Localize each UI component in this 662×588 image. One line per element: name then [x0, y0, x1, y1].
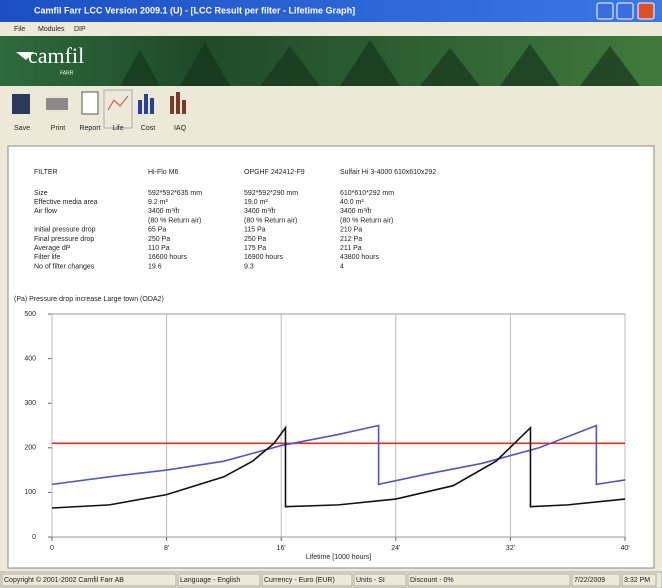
- y-tick-label: 500: [24, 311, 36, 318]
- table-cell: 115 Pa: [244, 227, 266, 234]
- banner-trees: [120, 40, 640, 86]
- x-tick-label: 16': [277, 545, 286, 552]
- x-tick-label: 8': [164, 545, 169, 552]
- table-cell: Effective media area: [34, 199, 98, 206]
- menu-item[interactable]: File: [14, 26, 25, 33]
- table-cell: 19.6: [148, 263, 162, 270]
- menu-item[interactable]: Modules: [38, 26, 65, 33]
- table-cell: 610*610*292 mm: [340, 190, 394, 197]
- status-text: Discount - 0%: [410, 577, 454, 584]
- close-button[interactable]: [637, 2, 655, 20]
- filter-table: FILTER Hi-Flo M6 OPGHF 242412-F9 Sulfair Hi…: [34, 169, 436, 271]
- y-tick-label: 300: [24, 400, 36, 407]
- x-tick-label: 0: [50, 545, 54, 552]
- lifetime-chart: (Pa) Pressure drop increase Large town (…: [14, 296, 630, 561]
- table-cell: 3400 m³/h: [148, 208, 180, 215]
- series-line: [51, 424, 626, 486]
- status-field: [1, 573, 177, 587]
- table-cell: 9.2 m²: [148, 199, 169, 206]
- table-cell: 592*592*635 mm: [148, 190, 202, 197]
- window-title: Camfil Farr LCC Version 2009.1 (U) - [LC…: [34, 5, 355, 15]
- table-cell: Size: [34, 190, 48, 197]
- table-cell: Average dP: [34, 245, 71, 252]
- table-cell: 211 Pa: [340, 245, 362, 252]
- table-cell: Air flow: [34, 208, 58, 215]
- toolbar-button[interactable]: Cost: [141, 125, 155, 132]
- menu-item[interactable]: DIP: [74, 26, 86, 33]
- table-cell: 43800 hours: [340, 254, 379, 261]
- status-field: [621, 573, 657, 587]
- status-text: Copyright © 2001-2002 Camfil Farr AB: [4, 576, 124, 584]
- plot-area: [51, 313, 626, 538]
- minimize-button[interactable]: [596, 2, 614, 20]
- logo-mark: [16, 52, 34, 60]
- series-line: [51, 425, 626, 509]
- y-tick-label: 100: [24, 489, 36, 496]
- status-field: [353, 573, 407, 587]
- active-tool-frame: [103, 89, 133, 129]
- table-cell: 16600 hours: [148, 254, 187, 261]
- table-header: Sulfair Hi 3-4000 610x610x292: [340, 169, 436, 176]
- table-cell: 65 Pa: [148, 227, 166, 234]
- table-header: Hi-Flo M6: [148, 169, 178, 176]
- table-cell: 250 Pa: [244, 236, 266, 243]
- status-text: Language - English: [180, 577, 240, 584]
- maximize-button[interactable]: [616, 2, 634, 20]
- table-cell: (80 % Return air): [244, 217, 297, 224]
- table-cell: 175 Pa: [244, 245, 266, 252]
- table-cell: 19.0 m²: [244, 199, 268, 206]
- status-field: [177, 573, 261, 587]
- table-cell: 9.3: [244, 263, 254, 270]
- table-cell: 210 Pa: [340, 227, 362, 234]
- toolbar-button[interactable]: Save: [14, 125, 30, 132]
- table-cell: Initial pressure drop: [34, 227, 96, 234]
- status-text: 3:32 PM: [624, 577, 650, 584]
- status-field: [407, 573, 571, 587]
- table-cell: Filter life: [34, 254, 61, 261]
- status-bar: [0, 571, 662, 588]
- x-tick-label: 24': [391, 545, 400, 552]
- toolbar-icons: [12, 91, 186, 115]
- banner: [0, 36, 662, 86]
- table-cell: (80 % Return air): [340, 217, 393, 224]
- table-header: FILTER: [34, 169, 58, 176]
- table-header: OPGHF 242412-F9: [244, 169, 305, 176]
- toolbar-button[interactable]: Life: [112, 125, 123, 132]
- toolbar-button[interactable]: Report: [79, 125, 100, 132]
- y-tick-label: 200: [24, 445, 36, 452]
- y-tick-label: 0: [32, 534, 36, 541]
- x-tick-label: 32': [506, 545, 515, 552]
- table-cell: 110 Pa: [148, 245, 170, 252]
- table-cell: No of filter changes: [34, 263, 95, 270]
- table-cell: 16900 hours: [244, 254, 283, 261]
- x-tick-label: 40': [620, 545, 629, 552]
- table-cell: (80 % Return air): [148, 217, 201, 224]
- x-axis-label: Lifetime [1000 hours]: [306, 554, 371, 561]
- status-text: Currency - Euro (EUR): [264, 577, 335, 584]
- table-cell: 592*592*290 mm: [244, 190, 298, 197]
- table-cell: 40.0 m²: [340, 199, 364, 206]
- table-cell: 212 Pa: [340, 236, 362, 243]
- status-text: Units - SI: [356, 577, 385, 584]
- status-text: 7/22/2009: [574, 577, 605, 584]
- title-bar: [0, 0, 662, 22]
- status-field: [261, 573, 353, 587]
- y-tick-label: 400: [24, 355, 36, 362]
- status-field: [571, 573, 621, 587]
- toolbar-button[interactable]: Print: [51, 125, 65, 132]
- table-cell: 3400 m³/h: [244, 208, 276, 215]
- y-axis-label: (Pa) Pressure drop increase Large town (…: [14, 296, 164, 303]
- table-cell: 250 Pa: [148, 236, 170, 243]
- table-cell: 4: [340, 263, 344, 270]
- table-cell: 3400 m³/h: [340, 208, 372, 215]
- status-fields: Copyright © 2001-2002 Camfil Farr AB Lang…: [1, 573, 657, 587]
- menu-bar: [0, 22, 662, 36]
- table-cell: Final pressure drop: [34, 236, 94, 243]
- logo: camfil: [28, 43, 84, 68]
- toolbar-button[interactable]: IAQ: [174, 125, 187, 132]
- logo-tagline: FARR: [60, 70, 74, 76]
